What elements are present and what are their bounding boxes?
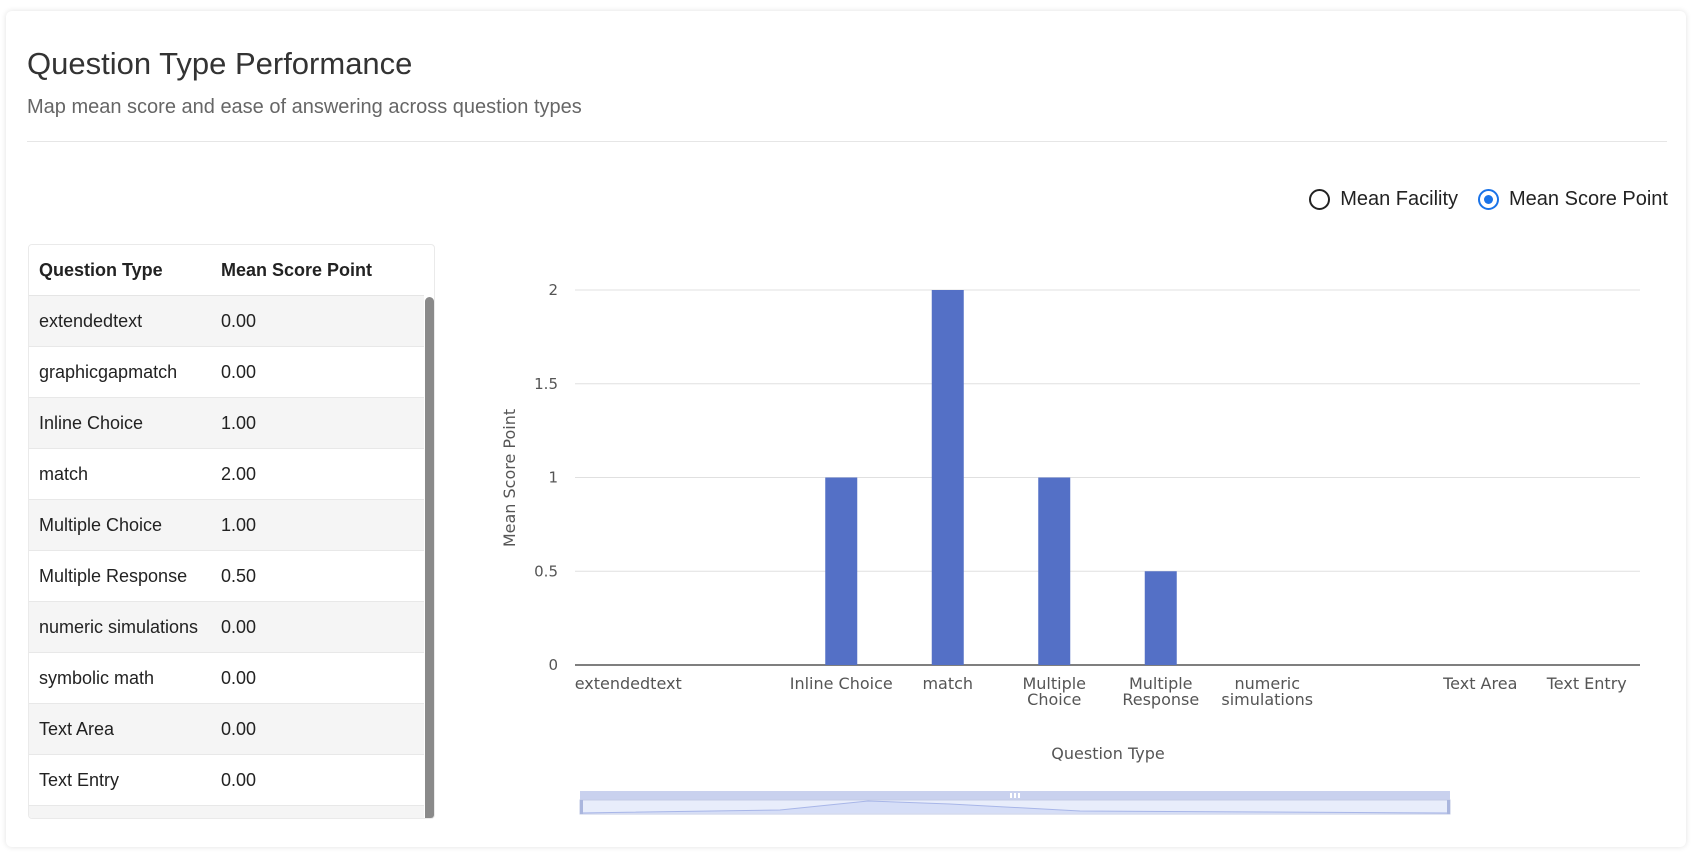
zoom-slider[interactable] xyxy=(579,791,1451,815)
cell-question-type: graphicgapmatch xyxy=(29,346,211,398)
metric-toggle: Mean Facility Mean Score Point xyxy=(1309,188,1668,211)
table-row: extendedtext 0.00 xyxy=(29,295,424,347)
table-row: Text Area 0.00 xyxy=(29,703,424,755)
bar-layer xyxy=(825,290,1177,665)
table-scrollbar[interactable] xyxy=(425,297,434,818)
table-row: numeric simulations 0.00 xyxy=(29,601,424,653)
table-header-row: Question Type Mean Score Point xyxy=(29,245,424,296)
x-tick-label: Inline Choice xyxy=(790,674,893,693)
y-tick-label: 0.5 xyxy=(534,562,558,580)
cell-mean-score: 0.00 xyxy=(211,346,424,398)
x-tick-label: Multiple xyxy=(1129,674,1193,693)
zoom-slider-preview xyxy=(579,800,1451,814)
bar-3[interactable] xyxy=(931,290,964,665)
y-tick-label: 1.5 xyxy=(534,375,558,393)
cell-question-type: extendedtext xyxy=(29,295,211,347)
cell-question-type: Text Area xyxy=(29,703,211,755)
table-row: Text Entry 0.00 xyxy=(29,754,424,806)
column-header-mean-score-point[interactable]: Mean Score Point xyxy=(211,245,424,296)
cell-question-type: Multiple Response xyxy=(29,550,211,602)
cell-mean-score: 0.00 xyxy=(211,703,424,755)
cell-mean-score: 0.00 xyxy=(211,601,424,653)
radio-mean-score-point-label: Mean Score Point xyxy=(1509,188,1668,210)
table-row: match 2.00 xyxy=(29,448,424,500)
radio-mean-facility-label: Mean Facility xyxy=(1340,188,1459,210)
zoom-right-handle[interactable] xyxy=(1447,800,1450,814)
x-axis-title: Question Type xyxy=(1051,744,1164,763)
x-tick-label: Response xyxy=(1122,690,1199,709)
page-title: Question Type Performance xyxy=(27,46,413,81)
cell-question-type: Multiple Choice xyxy=(29,499,211,551)
column-header-question-type[interactable]: Question Type xyxy=(29,245,211,296)
table-row: graphicgapmatch 0.00 xyxy=(29,346,424,398)
x-tick-label: extendedtext xyxy=(575,674,682,693)
x-category-layer: extendedtext Inline Choice match MultipleCh… xyxy=(575,674,1627,709)
y-tick-layer: 0 0.5 1 1.5 2 xyxy=(534,281,558,674)
x-tick-label: match xyxy=(922,674,973,693)
cell-mean-score: 0.00 xyxy=(211,295,424,347)
cell-mean-score: 0.00 xyxy=(211,652,424,704)
table-row: symbolic math 0.00 xyxy=(29,652,424,704)
table-row xyxy=(29,805,424,818)
y-tick-label: 2 xyxy=(548,281,558,299)
x-tick-label: Text Entry xyxy=(1546,674,1627,693)
x-tick-label: Choice xyxy=(1027,690,1081,709)
y-tick-label: 1 xyxy=(548,469,558,487)
bar-5[interactable] xyxy=(1144,571,1177,665)
y-axis-title: Mean Score Point xyxy=(500,409,519,547)
table-row: Multiple Choice 1.00 xyxy=(29,499,424,551)
cell-mean-score: 1.00 xyxy=(211,397,424,449)
page-subtitle: Map mean score and ease of answering acr… xyxy=(27,96,582,118)
x-tick-label: Multiple xyxy=(1022,674,1086,693)
y-tick-label: 0 xyxy=(548,656,558,674)
cell-question-type: Text Entry xyxy=(29,754,211,806)
bar-chart: 0 0.5 1 1.5 2 extendedtext Inline Choice match… xyxy=(500,281,1640,815)
table-row: Multiple Response 0.50 xyxy=(29,550,424,602)
radio-mean-score-point-circle[interactable] xyxy=(1478,189,1500,210)
x-tick-label: Text Area xyxy=(1442,674,1517,693)
radio-mean-facility-circle[interactable] xyxy=(1309,189,1331,210)
radio-mean-facility[interactable]: Mean Facility xyxy=(1309,188,1458,211)
cell-question-type: symbolic math xyxy=(29,652,211,704)
score-table-container[interactable]: Question Type Mean Score Point extendedt… xyxy=(28,244,435,819)
bar-4[interactable] xyxy=(1038,477,1071,666)
zoom-left-handle[interactable] xyxy=(580,800,583,814)
cell-mean-score: 0.50 xyxy=(211,550,424,602)
x-tick-label: numeric xyxy=(1234,674,1300,693)
cell-mean-score: 0.00 xyxy=(211,754,424,806)
table-row: Inline Choice 1.00 xyxy=(29,397,424,449)
cell-question-type: Inline Choice xyxy=(29,397,211,449)
radio-mean-score-point[interactable]: Mean Score Point xyxy=(1478,188,1668,211)
grid-layer xyxy=(575,289,1640,666)
cell-question-type: match xyxy=(29,448,211,500)
score-table: Question Type Mean Score Point extendedt… xyxy=(29,245,424,818)
bar-2[interactable] xyxy=(825,477,858,666)
cell-mean-score: 2.00 xyxy=(211,448,424,500)
cell-question-type: numeric simulations xyxy=(29,601,211,653)
header-divider xyxy=(27,141,1667,142)
x-tick-label: simulations xyxy=(1221,690,1313,709)
zoom-grip-icon[interactable] xyxy=(1010,793,1012,798)
cell-mean-score: 1.00 xyxy=(211,499,424,551)
